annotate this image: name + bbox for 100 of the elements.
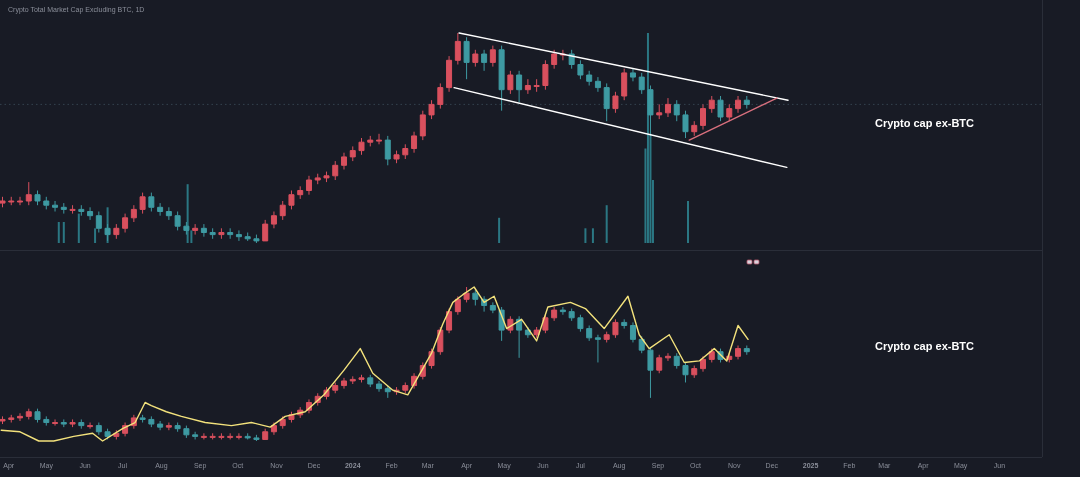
candlestick [481,49,488,72]
candlestick [735,345,742,360]
candlestick [148,415,155,428]
candlestick [367,135,374,147]
candlestick [87,422,94,430]
candlestick [288,411,295,424]
annotation: Crypto cap ex-BTC [875,117,975,129]
candlestick [594,76,601,93]
candlestick [262,428,269,440]
candlestick [384,135,391,166]
candlestick [341,152,347,170]
candlestick [700,103,707,131]
candlestick [358,374,365,383]
candlestick [472,49,479,68]
candlestick [270,422,277,436]
candlestick [34,408,41,424]
candlestick [52,418,59,427]
candlestick [664,97,671,118]
candlestick [402,381,409,394]
candlestick [647,346,654,399]
bar [591,228,594,243]
candlestick [621,318,628,330]
candlestick [60,202,67,215]
candlestick [139,192,146,215]
candlestick [463,286,470,303]
candlestick [411,131,418,154]
candlestick [700,355,707,373]
candlestick [227,227,234,240]
candlestick [489,301,496,314]
candlestick [393,150,400,164]
candlestick [218,227,225,240]
candlestick [577,59,584,80]
candlestick [551,306,558,322]
candlestick [735,95,742,114]
candlestick [314,173,321,185]
candlestick [349,145,356,162]
candlestick [78,418,85,430]
candlestick [332,160,339,181]
candlestick [209,432,216,440]
candlestick [682,361,689,383]
candlestick [139,414,146,424]
candlestick [244,432,251,440]
candlestick [78,204,85,217]
bar [498,217,501,243]
candlestick [25,408,32,420]
candlestick [629,321,636,343]
bar [605,205,608,243]
candlestick [174,211,181,231]
candlestick [489,45,496,68]
candlestick [673,352,680,370]
candlestick [568,308,575,322]
candlestick [743,95,750,110]
candlestick [463,36,470,80]
candlestick [664,352,671,362]
candlestick [25,181,32,206]
candlestick [262,219,269,242]
candlestick [533,326,540,339]
bar [186,184,189,243]
candlestick [446,308,453,334]
candlestick [454,295,461,316]
candlestick [428,99,435,120]
candlestick [60,418,67,428]
bar [77,213,80,243]
candlestick [113,223,120,240]
candlestick [87,206,94,221]
candlestick [559,306,566,316]
candlestick [43,415,50,427]
candlestick [358,137,365,156]
candlestick [165,206,172,221]
candlestick [376,380,383,393]
candlestick [253,434,260,442]
candlestick [524,326,531,339]
candlestick [656,354,663,374]
candlestick [0,415,6,425]
bar [62,222,65,243]
candlestick [682,110,689,139]
candlestick [708,95,715,114]
candlestick [130,204,137,223]
bar [57,222,60,243]
candlestick [183,425,190,439]
annotation: Crypto cap ex-BTC [875,339,975,352]
candlestick [551,49,558,70]
candlestick [656,103,663,120]
bar [94,228,97,243]
candlestick [157,420,164,431]
candlestick [533,78,540,93]
candlestick [218,432,225,440]
candlestick [34,190,41,206]
candlestick [603,82,610,122]
candlestick [743,345,750,356]
candlestick [524,78,531,95]
bar [584,228,587,243]
candlestick [288,190,295,210]
candlestick [629,68,636,82]
candlestick [691,120,698,137]
candlestick [43,196,50,210]
candlestick [472,289,479,306]
candlestick [95,422,102,436]
candlestick [612,91,619,114]
candlestick [305,175,312,196]
